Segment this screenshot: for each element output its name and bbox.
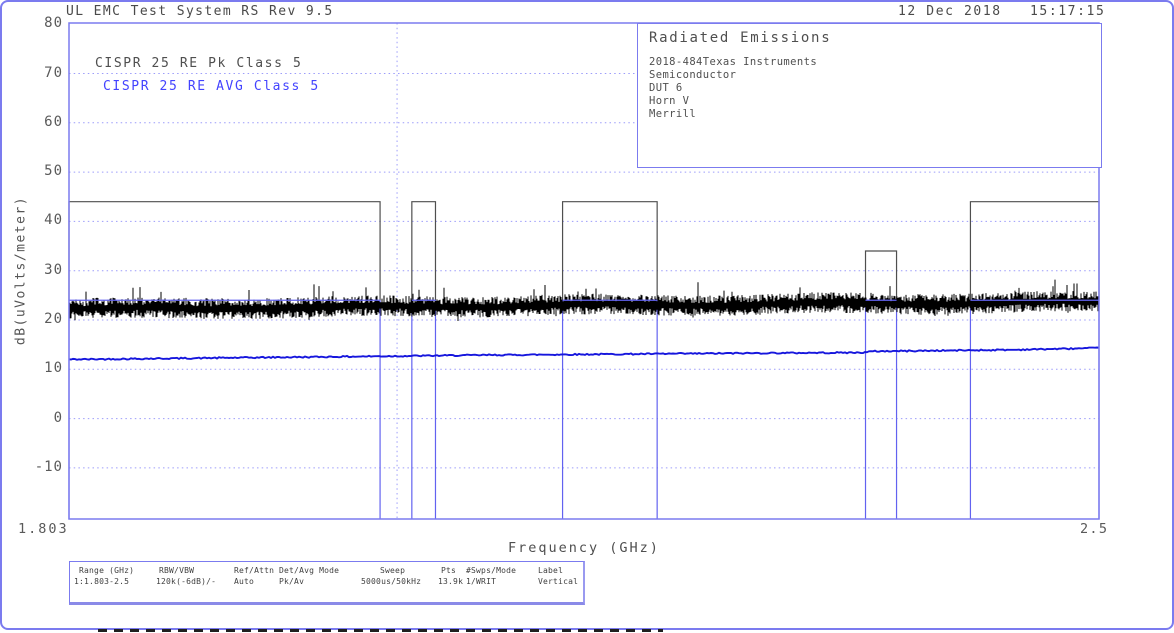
param-value-6: 1/WRIT <box>466 577 497 586</box>
legend-peak-limit: CISPR 25 RE Pk Class 5 <box>95 56 303 71</box>
datetime-label: 12 Dec 2018 15:17:15 <box>898 4 1106 19</box>
y-tick-label-20: 20 <box>44 311 63 327</box>
param-header-5: Pts <box>441 566 457 575</box>
peak-limit-band-4 <box>969 201 1100 301</box>
peak-trace <box>69 279 1099 321</box>
peak-limit-band-1 <box>411 201 437 301</box>
param-value-1: 120k(-6dB)/- <box>156 577 217 586</box>
test-info-box: Radiated Emissions 2018-484Texas Instrum… <box>637 23 1102 168</box>
param-header-0: Range (GHz) <box>79 566 135 575</box>
peak-limit-band-2 <box>561 201 658 301</box>
avg-limit-band-sides-3 <box>864 300 898 519</box>
peak-limit-band-3 <box>864 250 898 301</box>
param-header-7: Label <box>538 566 564 575</box>
avg-limit-band-sides-1 <box>411 300 437 519</box>
y-tick-label-30: 30 <box>44 261 63 278</box>
info-line-2: DUT 6 <box>649 82 683 94</box>
x-axis-title: Frequency (GHz) <box>508 540 660 556</box>
x-axis-end-label: 2.5 <box>1080 521 1109 537</box>
bottom-dashed-line <box>98 629 663 632</box>
info-line-3: Horn V <box>649 95 690 107</box>
app-title: UL EMC Test System RS Rev 9.5 <box>66 4 334 19</box>
peak-limit-band-0 <box>68 201 381 301</box>
plot-border <box>68 22 1100 520</box>
param-value-5: 13.9k <box>438 577 464 586</box>
avg-limit-band-sides-2 <box>561 300 658 519</box>
param-value-3: Pk/Av <box>279 577 305 586</box>
avg-limit-band-sides-0 <box>68 300 381 519</box>
y-tick-label-10: 10 <box>44 360 63 377</box>
param-header-1: RBW/VBW <box>159 566 195 575</box>
info-line-1: Semiconductor <box>649 69 737 81</box>
param-header-3: Det/Avg Mode <box>279 566 340 575</box>
avg-limit-band-sides-4 <box>969 300 1100 519</box>
avg-trace <box>69 346 1099 361</box>
param-value-4: 5000us/50kHz <box>361 577 422 586</box>
param-value-0: 1:1.803-2.5 <box>74 577 130 586</box>
param-value-2: Auto <box>234 577 255 586</box>
y-tick-label-60: 60 <box>44 113 63 130</box>
y-tick-label-50: 50 <box>44 163 63 180</box>
param-header-4: Sweep <box>380 566 406 575</box>
param-value-7: Vertical <box>538 577 579 586</box>
x-axis-start-label: 1.803 <box>18 521 69 537</box>
y-tick-label-40: 40 <box>44 212 63 229</box>
legend-avg-limit: CISPR 25 RE AVG Class 5 <box>103 79 320 94</box>
y-tick-label-0: 0 <box>53 409 63 426</box>
measurement-parameter-table: Range (GHz) 1:1.803-2.5 RBW/VBW 120k(-6dB)/… <box>69 561 585 605</box>
y-tick-label--10: -10 <box>34 458 63 475</box>
test-info-title: Radiated Emissions <box>649 30 832 46</box>
info-line-4: Merrill <box>649 108 697 120</box>
param-header-2: Ref/Attn <box>234 566 275 575</box>
test-info-lines: 2018-484Texas Instruments Semiconductor DU… <box>649 56 817 121</box>
info-line-0: 2018-484Texas Instruments <box>649 56 818 68</box>
y-tick-label-80: 80 <box>44 15 63 32</box>
y-tick-label-70: 70 <box>44 64 63 81</box>
param-header-6: #Swps/Mode <box>466 566 517 575</box>
